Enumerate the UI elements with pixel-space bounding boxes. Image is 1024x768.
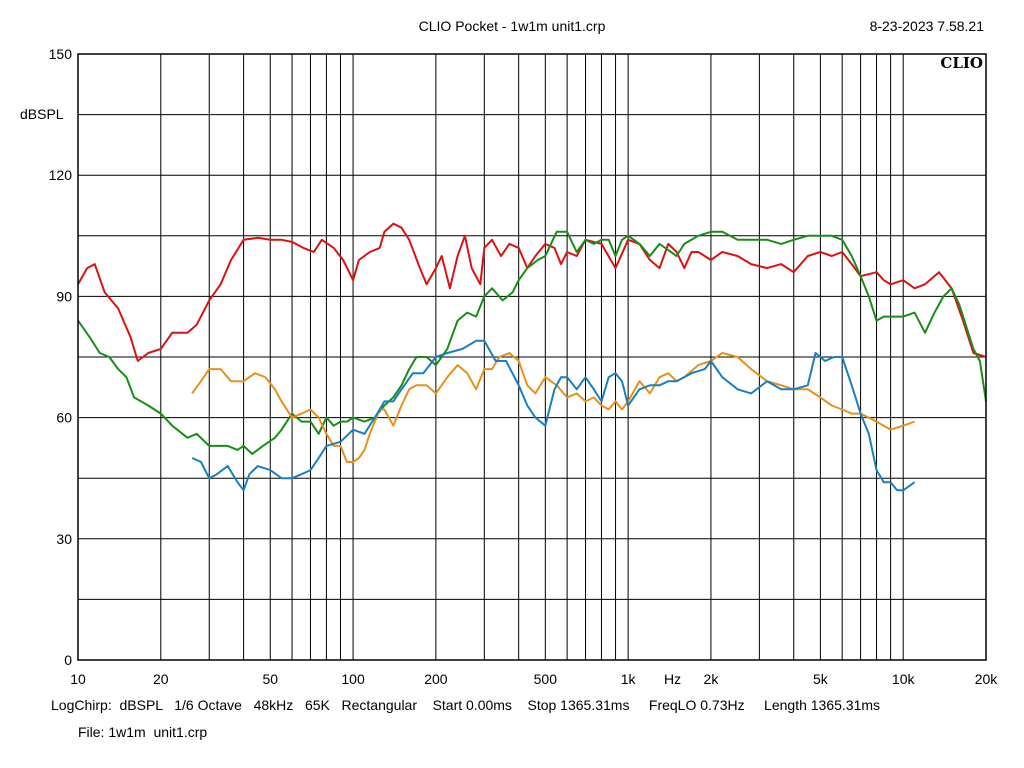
timestamp: 8-23-2023 7.58.21 — [869, 18, 984, 34]
x-tick-label: 1k — [621, 671, 637, 687]
x-tick-label: 2k — [704, 671, 720, 687]
y-tick-label: 150 — [49, 46, 73, 62]
tick-labels: 0 30 60 90 120 150 10 20 50 100 200 500 1k 2k 5k 10k 20k — [49, 46, 999, 687]
y-tick-label: 60 — [56, 410, 72, 426]
x-tick-label: 100 — [341, 671, 365, 687]
x-tick-label: 5k — [813, 671, 829, 687]
y-tick-label: 120 — [49, 167, 73, 183]
x-tick-label: 10k — [892, 671, 916, 687]
series-line-1 — [77, 222, 987, 362]
x-tick-label: 50 — [262, 671, 278, 687]
y-tick-label: 90 — [56, 288, 72, 304]
frequency-response-chart: 0 30 60 90 120 150 10 20 50 100 200 500 1k 2k 5k 10k 20k… — [49, 46, 999, 687]
grid — [78, 54, 986, 660]
x-tick-label: 20k — [975, 671, 999, 687]
y-axis-label: dBSPL — [20, 106, 64, 122]
series-line-4 — [191, 339, 916, 492]
x-axis-label: Hz — [664, 671, 681, 687]
x-tick-label: 20 — [153, 671, 169, 687]
x-tick-label: 500 — [534, 671, 558, 687]
x-tick-label: 200 — [424, 671, 448, 687]
y-tick-label: 30 — [56, 531, 72, 547]
series-line-2 — [77, 230, 987, 455]
series-line-3 — [191, 352, 915, 463]
clio-logo: CLIO — [940, 54, 983, 72]
file-name: File: 1w1m unit1.crp — [78, 724, 208, 740]
x-tick-label: 10 — [70, 671, 86, 687]
measurement-settings: LogChirp: dBSPL 1/6 Octave 48kHz 65K Rec… — [51, 697, 881, 713]
y-tick-label: 0 — [64, 652, 72, 668]
plot-frame — [77, 53, 987, 661]
chart-title: CLIO Pocket - 1w1m unit1.crp — [418, 18, 606, 34]
series-group — [77, 222, 987, 492]
